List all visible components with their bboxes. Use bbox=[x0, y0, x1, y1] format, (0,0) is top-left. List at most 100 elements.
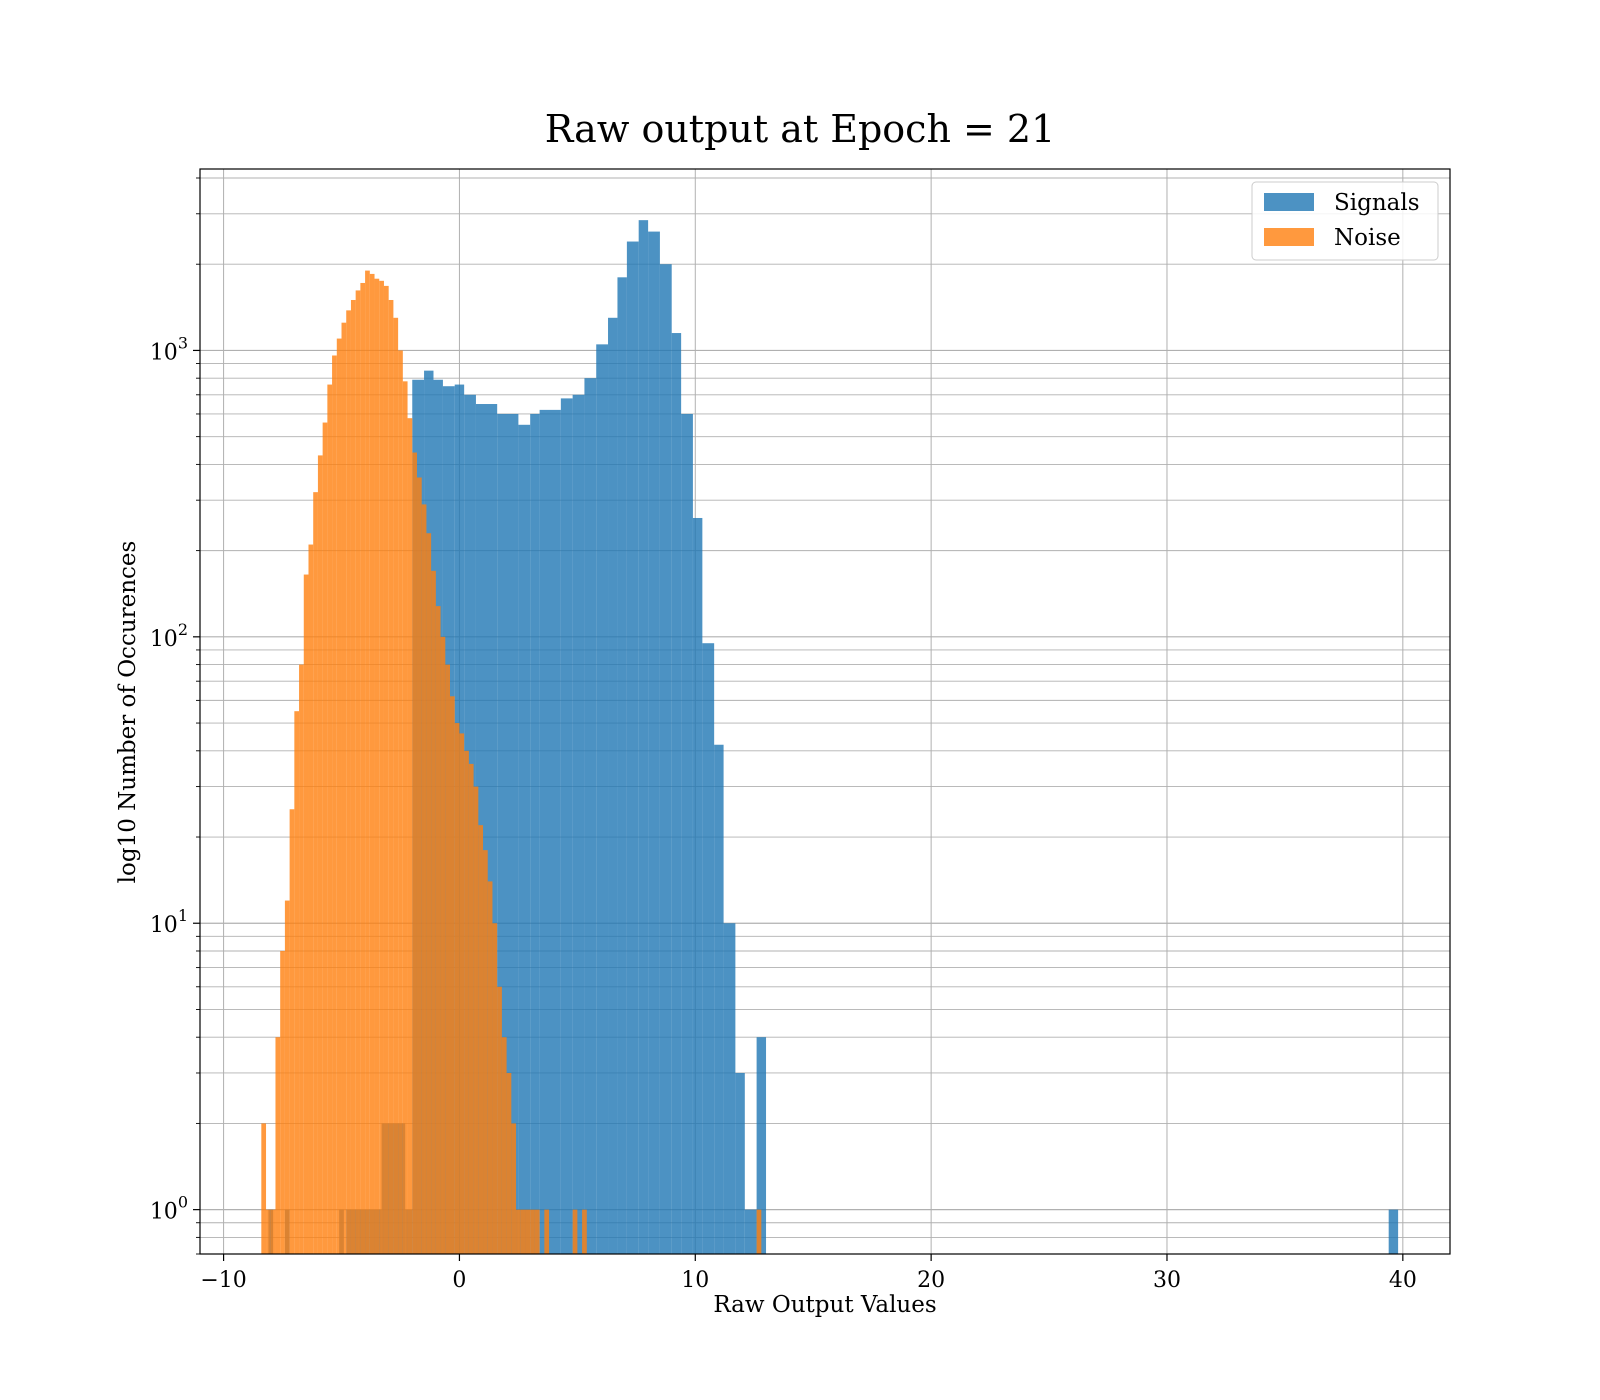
noise-bar bbox=[492, 923, 498, 1254]
chart-title: Raw output at Epoch = 21 bbox=[545, 107, 1056, 151]
y-tick-label: 101 bbox=[150, 906, 188, 938]
noise-bar bbox=[516, 1209, 521, 1254]
noise-bar bbox=[445, 664, 450, 1254]
noise-bar bbox=[393, 317, 399, 1254]
noise-bar bbox=[756, 1209, 762, 1254]
y-tick-label: 103 bbox=[150, 333, 188, 365]
noise-bar bbox=[426, 533, 432, 1254]
noise-bar bbox=[454, 723, 460, 1254]
x-tick-label: 30 bbox=[1153, 1268, 1181, 1293]
noise-bar bbox=[336, 338, 342, 1255]
signals-bar bbox=[735, 1072, 745, 1254]
x-tick-label: −10 bbox=[200, 1268, 246, 1293]
legend-label-signals: Signals bbox=[1334, 190, 1420, 216]
signals-bar bbox=[572, 394, 585, 1254]
noise-bar bbox=[473, 786, 479, 1254]
signals-bar bbox=[596, 344, 609, 1254]
noise-bar bbox=[374, 278, 380, 1254]
noise-bar bbox=[398, 350, 403, 1255]
signals-bar bbox=[671, 333, 682, 1255]
noise-bar bbox=[450, 696, 455, 1254]
noise-bar bbox=[435, 606, 441, 1254]
noise-bar bbox=[407, 418, 413, 1255]
noise-bar bbox=[341, 322, 347, 1254]
legend-swatch-noise bbox=[1264, 228, 1314, 246]
noise-bar bbox=[360, 282, 366, 1254]
noise-bar bbox=[350, 299, 356, 1254]
noise-bar bbox=[332, 355, 337, 1254]
signals-bar bbox=[723, 923, 736, 1254]
noise-bar bbox=[572, 1209, 578, 1254]
noise-bar bbox=[459, 733, 465, 1254]
noise-bar bbox=[308, 544, 314, 1254]
noise-bar bbox=[412, 452, 417, 1254]
y-tick-label: 102 bbox=[150, 620, 188, 652]
noise-bar bbox=[355, 290, 361, 1254]
noise-bar bbox=[317, 455, 323, 1254]
signals-bar bbox=[608, 317, 618, 1254]
signals-bar bbox=[744, 1209, 757, 1254]
signals-bar bbox=[756, 1037, 767, 1254]
noise-bar bbox=[497, 986, 502, 1254]
signals-bar bbox=[539, 409, 561, 1255]
noise-bar bbox=[289, 809, 295, 1254]
y-axis-label: log10 Number of Occurences bbox=[115, 541, 141, 884]
noise-bar bbox=[294, 711, 300, 1254]
noise-bar bbox=[275, 1037, 281, 1254]
noise-bar bbox=[534, 1209, 540, 1254]
noise-bars bbox=[261, 270, 762, 1255]
signals-bar bbox=[626, 241, 639, 1255]
noise-bar bbox=[284, 900, 290, 1254]
signals-bar bbox=[681, 413, 693, 1254]
x-tick-label: 0 bbox=[452, 1268, 466, 1293]
x-tick-label: 20 bbox=[917, 1268, 945, 1293]
legend: Signals Noise bbox=[1251, 181, 1439, 261]
noise-bar bbox=[501, 1037, 507, 1254]
noise-bar bbox=[379, 280, 384, 1254]
plot-frame bbox=[199, 168, 1451, 1255]
noise-bar bbox=[483, 850, 488, 1254]
noise-bar bbox=[261, 1123, 267, 1254]
noise-bar bbox=[266, 1209, 271, 1254]
signals-bar bbox=[530, 413, 540, 1254]
noise-bar bbox=[431, 570, 436, 1254]
noise-bar bbox=[383, 285, 389, 1254]
noise-bar bbox=[464, 750, 469, 1254]
noise-bar bbox=[280, 950, 285, 1254]
noise-bar bbox=[313, 492, 318, 1255]
signals-bar bbox=[560, 398, 573, 1254]
legend-swatch-signals bbox=[1264, 193, 1314, 211]
noise-bar bbox=[416, 477, 422, 1254]
noise-bar bbox=[299, 664, 304, 1254]
signals-bar bbox=[648, 231, 660, 1254]
noise-bar bbox=[303, 574, 309, 1254]
noise-bar bbox=[327, 384, 333, 1254]
noise-bar bbox=[346, 310, 351, 1255]
noise-bar bbox=[369, 273, 375, 1254]
noise-bar bbox=[544, 1209, 550, 1254]
noise-bar bbox=[487, 881, 493, 1254]
signals-bar bbox=[518, 424, 531, 1254]
noise-bar bbox=[421, 504, 427, 1254]
noise-bar bbox=[440, 636, 446, 1254]
noise-bar bbox=[322, 422, 328, 1254]
x-tick-label: 10 bbox=[681, 1268, 709, 1293]
signals-bar bbox=[692, 517, 703, 1254]
signals-bar bbox=[638, 220, 649, 1254]
noise-bar bbox=[402, 381, 408, 1255]
y-axis-ticks: 100 101 102 103 bbox=[150, 177, 200, 1255]
legend-label-noise: Noise bbox=[1334, 225, 1401, 251]
noise-bar bbox=[365, 270, 370, 1255]
signals-bar bbox=[714, 744, 724, 1254]
noise-bar bbox=[530, 1209, 535, 1254]
noise-bar bbox=[525, 1209, 531, 1254]
x-axis-ticks: −10 0 10 20 30 40 bbox=[200, 1254, 1417, 1293]
x-tick-label: 40 bbox=[1389, 1268, 1417, 1293]
plot-area: −10 0 10 20 30 40 100 101 102 103 bbox=[150, 168, 1451, 1293]
noise-bar bbox=[582, 1209, 587, 1254]
noise-bar bbox=[478, 825, 484, 1254]
signals-bar bbox=[659, 264, 672, 1254]
x-axis-label: Raw Output Values bbox=[713, 1292, 936, 1318]
noise-bar bbox=[506, 1072, 512, 1254]
